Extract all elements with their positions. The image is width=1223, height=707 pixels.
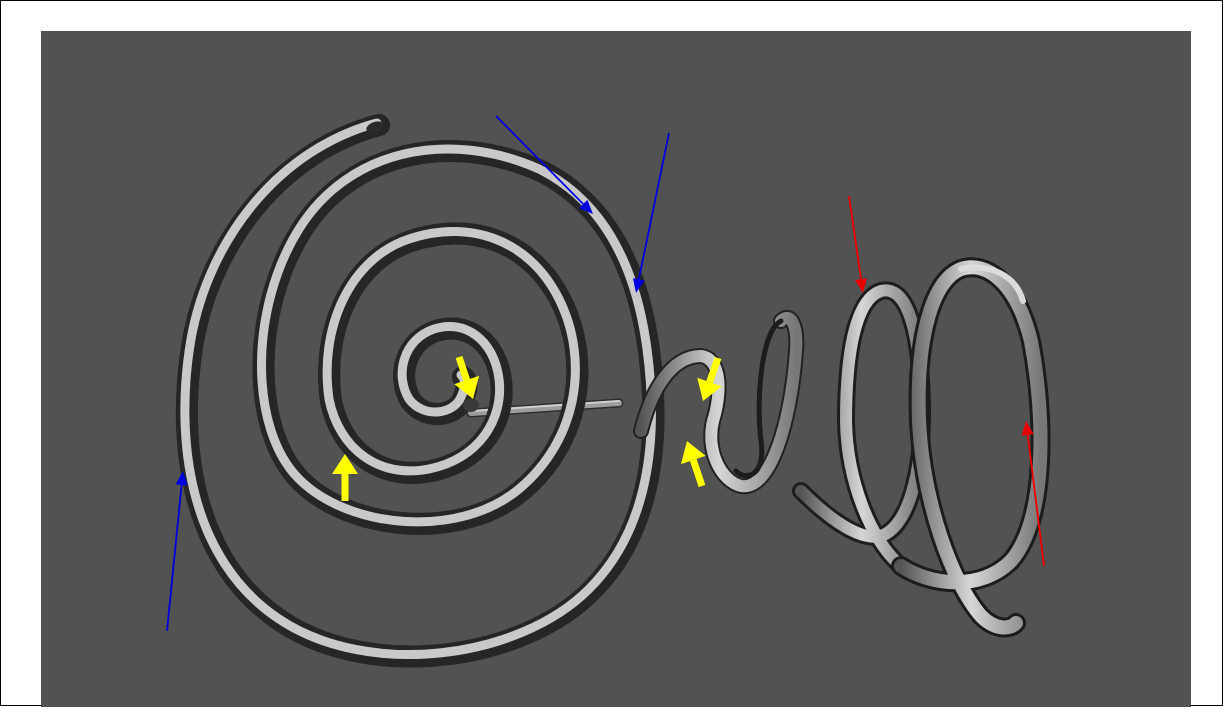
red-arrow-1-head [855,278,867,293]
yellow-arrow-3-shaft [706,356,722,384]
blue-arrow-3-shaft [166,484,183,632]
yellow-arrow-1 [454,355,480,399]
viewport-background [41,31,1191,707]
blue-arrow-1 [495,115,593,214]
blue-arrow-2-shaft [637,132,670,280]
tube-open-end [366,121,384,133]
blue-arrow-1-shaft [495,115,584,205]
yellow-arrow-1-head [454,375,480,399]
red-arrow-2-head [1021,421,1034,436]
blue-arrow-2 [632,132,670,293]
render-viewport [41,31,1191,707]
helix-ribbon [633,257,1051,638]
yellow-arrow-2-head [332,454,358,474]
yellow-arrow-1-shaft [455,355,470,382]
arrow-annotations [166,115,1045,632]
blue-arrow-1-head [578,199,593,214]
blue-arrow-2-head [632,278,645,293]
red-arrow-2-shaft [1026,434,1045,567]
yellow-arrow-4-shaft [690,458,706,488]
yellow-arrow-4 [680,441,706,488]
blue-arrow-3-head [175,471,188,486]
yellow-arrow-2 [332,454,358,501]
blue-arrow-3 [166,471,188,632]
yellow-arrow-3-head [697,377,722,401]
planar-spiral-tube [185,114,654,656]
red-arrow-1 [848,195,867,293]
spiral-center-cap [463,398,479,412]
yellow-arrow-3 [697,356,722,401]
red-arrow-2 [1021,421,1045,567]
yellow-arrow-4-head [680,441,706,465]
red-arrow-1-shaft [848,195,862,280]
